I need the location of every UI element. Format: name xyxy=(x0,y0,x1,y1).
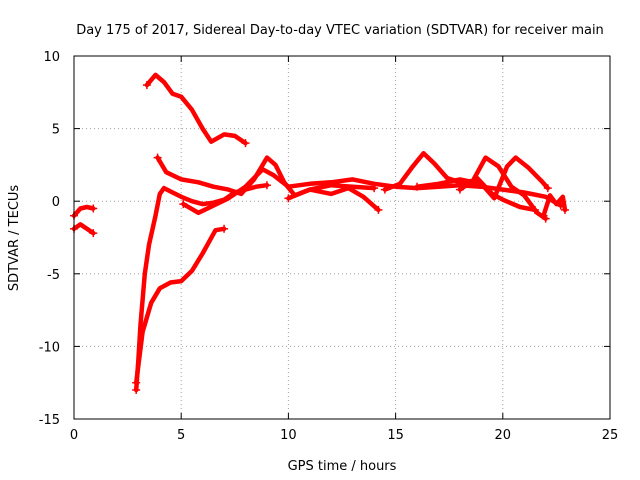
plus-marker xyxy=(241,139,250,148)
series-s11 xyxy=(457,175,538,213)
plus-marker xyxy=(132,378,141,387)
chart-title: Day 175 of 2017, Sidereal Day-to-day VTE… xyxy=(76,23,604,38)
plus-marker xyxy=(89,229,98,238)
y-tick-label: 10 xyxy=(43,50,60,65)
plus-marker xyxy=(539,211,548,220)
series-s2 xyxy=(71,222,96,236)
plus-marker xyxy=(179,200,188,209)
y-tick-label: 0 xyxy=(52,195,60,210)
plus-marker xyxy=(153,153,162,162)
plus-marker xyxy=(380,185,389,194)
series-s12 xyxy=(541,193,568,218)
x-tick-label: 15 xyxy=(387,428,404,443)
grid-lines xyxy=(74,56,610,419)
y-tick-label: -5 xyxy=(47,268,60,283)
x-tick-label: 10 xyxy=(280,428,297,443)
data-series xyxy=(70,72,569,394)
plus-marker xyxy=(284,194,293,203)
series-s7 xyxy=(181,167,563,216)
series-s5 xyxy=(133,226,227,385)
plot-frame xyxy=(73,55,611,420)
x-tick-label: 25 xyxy=(602,428,619,443)
plus-marker xyxy=(89,204,98,213)
y-tick-label: -10 xyxy=(39,340,60,355)
axis-ticks: 0 5 10 15 20 25 -15 -10 -5 0 5 10 xyxy=(39,50,619,443)
x-axis-label: GPS time / hours xyxy=(288,459,397,474)
y-tick-label: -15 xyxy=(39,413,60,428)
y-tick-label: 5 xyxy=(52,123,60,138)
plus-marker xyxy=(455,185,464,194)
y-axis-label: SDTVAR / TECUs xyxy=(7,185,22,292)
series-s4 xyxy=(133,182,270,393)
plus-marker xyxy=(142,81,151,90)
plus-marker xyxy=(132,385,141,394)
x-tick-label: 0 xyxy=(70,428,78,443)
plus-marker xyxy=(543,184,552,193)
plus-marker xyxy=(262,181,271,190)
series-s10 xyxy=(414,155,551,201)
series-s8 xyxy=(286,185,381,213)
series-s3 xyxy=(144,72,248,146)
plus-marker xyxy=(374,205,383,214)
x-tick-label: 5 xyxy=(177,428,185,443)
plus-marker xyxy=(220,224,229,233)
plus-marker xyxy=(530,205,539,214)
plus-marker xyxy=(413,182,422,191)
plus-marker xyxy=(560,205,569,214)
x-tick-label: 20 xyxy=(495,428,512,443)
